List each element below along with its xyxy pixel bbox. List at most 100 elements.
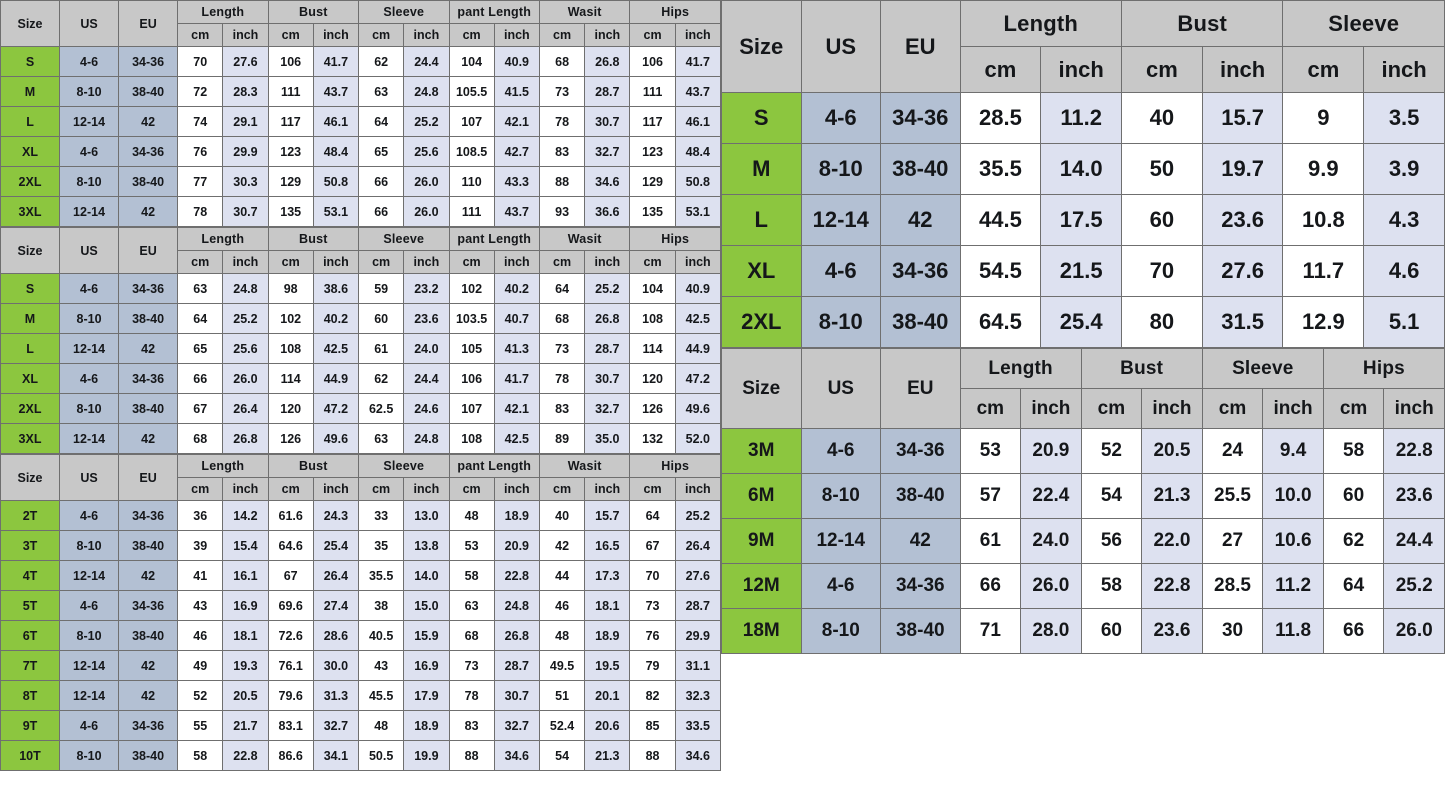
cell-measure-cm: 79 xyxy=(629,650,676,681)
cell-size: S xyxy=(721,92,802,144)
cell-measure-cm: 117 xyxy=(267,106,314,137)
cell-measure-inch: 19.9 xyxy=(403,740,450,771)
cell-measure-inch: 49.6 xyxy=(674,393,721,424)
cell-measure-cm: 40 xyxy=(1121,92,1203,144)
table-row: 2XL 8-10 38-40 77 30.3 129 50.8 66 26.0 110 43.3 88… xyxy=(0,166,721,197)
cell-eu: 34-36 xyxy=(118,590,179,621)
header-row-groups: Size US EU Length Bust Sleeve pant Length Wasit… xyxy=(0,454,721,501)
cell-eu: 38-40 xyxy=(880,296,961,348)
cell-measure-inch: 30.7 xyxy=(222,196,269,227)
cell-measure-cm: 43 xyxy=(177,590,224,621)
table-row: 9T 4-6 34-36 55 21.7 83.1 32.7 48 18.9 83 32.7 52.4… xyxy=(0,710,721,741)
cell-measure-cm: 57 xyxy=(959,473,1022,519)
cell-size: XL xyxy=(0,363,61,394)
cell-us: 8-10 xyxy=(800,296,882,348)
cell-measure-cm: 65 xyxy=(177,333,224,364)
cell-measure-cm: 12.9 xyxy=(1282,296,1365,348)
table-row: 3M 4-6 34-36 53 20.9 52 20.5 24 9.4 58 22.8 xyxy=(721,428,1445,474)
cell-measure-cm: 129 xyxy=(267,166,314,197)
column-header-eu: EU xyxy=(880,0,961,93)
cell-size: 2XL xyxy=(721,296,802,348)
cell-measure-cm: 83 xyxy=(448,710,495,741)
cell-measure-cm: 60 xyxy=(1080,608,1143,654)
cell-measure-inch: 16.9 xyxy=(403,650,450,681)
cell-measure-inch: 11.2 xyxy=(1040,92,1123,144)
table-header-adult-set-1: Size US EU Length Bust Sleeve pant Length Wasit… xyxy=(0,0,721,47)
cell-measure-inch: 20.5 xyxy=(1141,428,1203,474)
cell-measure-cm: 9.9 xyxy=(1282,143,1365,195)
cell-measure-cm: 72.6 xyxy=(267,620,314,651)
table-header-toddler-set: Size US EU Length Bust Sleeve pant Length Wasit… xyxy=(0,454,721,501)
cell-measure-inch: 26.8 xyxy=(584,46,631,77)
cell-measure-cm: 38 xyxy=(358,590,405,621)
group-header-length: Length xyxy=(177,0,269,24)
cell-measure-cm: 46 xyxy=(177,620,224,651)
cell-eu: 34-36 xyxy=(880,92,961,144)
cell-measure-inch: 19.7 xyxy=(1201,143,1284,195)
cell-size: 3M xyxy=(721,428,802,474)
cell-measure-cm: 64 xyxy=(1322,563,1385,609)
group-header-sleeve: Sleeve xyxy=(1282,0,1445,47)
cell-measure-cm: 71 xyxy=(959,608,1022,654)
cell-size: 7T xyxy=(0,650,61,681)
cell-measure-cm: 27 xyxy=(1201,518,1264,564)
cell-measure-inch: 19.3 xyxy=(222,650,269,681)
cell-eu: 42 xyxy=(880,194,961,246)
header-row-groups: Size US EU Length Bust Sleeve pant Length Wasit… xyxy=(0,0,721,47)
group-header-pant-length: pant Length xyxy=(448,227,540,251)
group-header-wasit: Wasit xyxy=(538,454,631,478)
column-header-eu: EU xyxy=(880,348,961,429)
unit-header-inch: inch xyxy=(674,250,721,274)
cell-measure-inch: 24.6 xyxy=(403,393,450,424)
cell-size: S xyxy=(0,46,61,77)
cell-size: 8T xyxy=(0,680,61,711)
table-row: 6T 8-10 38-40 46 18.1 72.6 28.6 40.5 15.9 68 26.8 4… xyxy=(0,620,721,651)
cell-measure-inch: 30.3 xyxy=(222,166,269,197)
header-row-groups: Size US EU Length Bust Sleeve pant Length Wasit… xyxy=(0,227,721,274)
cell-measure-cm: 106 xyxy=(267,46,314,77)
cell-measure-inch: 34.6 xyxy=(674,740,721,771)
unit-header-inch: inch xyxy=(1201,46,1284,93)
cell-measure-cm: 43 xyxy=(358,650,405,681)
column-header-us: US xyxy=(800,0,882,93)
cell-measure-inch: 23.6 xyxy=(403,303,450,334)
cell-measure-cm: 58 xyxy=(1080,563,1143,609)
cell-measure-inch: 17.9 xyxy=(403,680,450,711)
cell-measure-cm: 28.5 xyxy=(959,92,1042,144)
cell-measure-inch: 29.9 xyxy=(222,136,269,167)
cell-measure-cm: 105.5 xyxy=(448,76,495,107)
cell-measure-cm: 104 xyxy=(448,46,495,77)
cell-measure-inch: 25.2 xyxy=(403,106,450,137)
cell-measure-inch: 18.1 xyxy=(222,620,269,651)
header-row-units: cm inch cm inch cm inch cm inch xyxy=(722,388,1445,429)
cell-measure-inch: 15.7 xyxy=(1201,92,1284,144)
unit-header-cm: cm xyxy=(629,477,676,501)
cell-measure-cm: 77 xyxy=(177,166,224,197)
cell-measure-cm: 82 xyxy=(629,680,676,711)
cell-measure-inch: 32.7 xyxy=(312,710,360,741)
cell-measure-inch: 18.1 xyxy=(584,590,631,621)
cell-measure-inch: 24.8 xyxy=(403,76,450,107)
table-row: 2XL 8-10 38-40 67 26.4 120 47.2 62.5 24.6 107 42.1… xyxy=(0,393,721,424)
cell-us: 4-6 xyxy=(59,363,120,394)
cell-measure-inch: 24.3 xyxy=(312,500,360,531)
unit-header-cm: cm xyxy=(177,477,224,501)
unit-header-inch: inch xyxy=(1383,388,1445,429)
cell-measure-inch: 44.9 xyxy=(674,333,721,364)
cell-measure-cm: 48 xyxy=(448,500,495,531)
cell-measure-inch: 18.9 xyxy=(403,710,450,741)
cell-measure-cm: 42 xyxy=(538,530,586,561)
column-header-eu: EU xyxy=(118,0,179,47)
cell-measure-cm: 68 xyxy=(538,46,586,77)
table-container-adult-set-2: Size US EU Length Bust Sleeve pant Length Wasit… xyxy=(0,227,721,454)
cell-us: 8-10 xyxy=(800,143,882,195)
cell-size: 3XL xyxy=(0,423,61,454)
cell-measure-cm: 62.5 xyxy=(358,393,405,424)
cell-us: 8-10 xyxy=(59,166,120,197)
cell-measure-cm: 108 xyxy=(448,423,495,454)
unit-header-cm: cm xyxy=(358,250,405,274)
cell-measure-inch: 32.7 xyxy=(493,710,540,741)
cell-eu: 42 xyxy=(118,423,179,454)
cell-measure-cm: 28.5 xyxy=(1201,563,1264,609)
unit-header-inch: inch xyxy=(222,477,269,501)
